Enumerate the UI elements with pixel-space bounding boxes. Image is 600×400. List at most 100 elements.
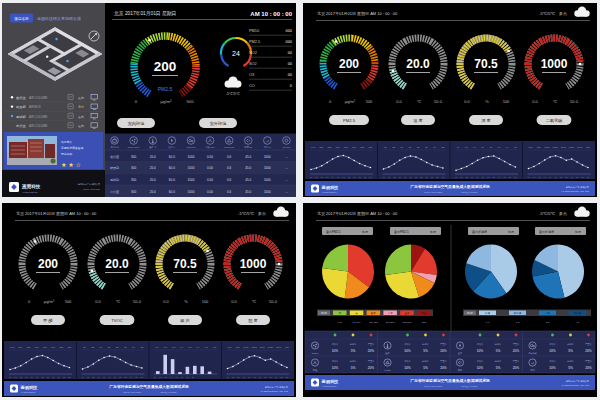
line-point: [120, 359, 122, 361]
pill-label[interactable]: 温 度: [413, 118, 423, 123]
device-status[interactable]: 在线: [78, 96, 84, 100]
cloud-icon: [225, 76, 242, 87]
gauge: 20.00.0℃50.0: [392, 38, 444, 104]
pill-label[interactable]: PM2.5: [343, 118, 356, 123]
device-type[interactable]: AIR COLUMN: [29, 115, 47, 119]
table-cell-value[interactable]: 20.0: [150, 190, 156, 194]
table-cell-value[interactable]: --: [285, 190, 287, 194]
pie-header-title[interactable]: 室外舒适度: [539, 230, 554, 234]
line-point: [25, 362, 27, 364]
table-cell-name[interactable]: 测试部: [110, 178, 119, 182]
status-dot: [587, 334, 590, 337]
table-cell-name[interactable]: 研发部: [110, 166, 119, 170]
device-name[interactable]: 会议室: [16, 96, 26, 100]
line-point: [348, 157, 350, 159]
table-row[interactable]: 办公室 300 20.0 60.0 1000 0.00 0.6 45.0 1000 --: [105, 185, 296, 197]
table-cell-value[interactable]: 1000: [188, 178, 195, 182]
device-type[interactable]: AIR COLUMN: [29, 124, 47, 128]
table-cell-value[interactable]: 0.00: [207, 166, 213, 170]
table-cell-value[interactable]: 0.6: [227, 178, 232, 182]
device-name[interactable]: 研发部: [16, 105, 26, 109]
table-cell-value[interactable]: 20.0: [150, 178, 156, 182]
table-cell-value[interactable]: 1000: [264, 166, 271, 170]
table-cell-value[interactable]: --: [285, 155, 287, 159]
stat-value: 5%: [423, 349, 428, 353]
line-point: [286, 367, 288, 369]
table-cell-value[interactable]: 1000: [264, 190, 271, 194]
table-cell-value[interactable]: 0.00: [207, 155, 213, 159]
table-cell-value[interactable]: 300: [131, 190, 136, 194]
table-cell-value[interactable]: 300: [131, 166, 136, 170]
table-cell-name[interactable]: 办公室: [110, 190, 119, 194]
chart-top-value: 900: [228, 346, 233, 349]
table-cell-value[interactable]: 300: [131, 178, 136, 182]
device-status-dot: [11, 96, 13, 98]
box: [28, 139, 44, 158]
gauge-min: 0.0: [532, 99, 538, 104]
table-cell-value[interactable]: 0.00: [207, 190, 213, 194]
table-cell-value[interactable]: 1000: [188, 190, 195, 194]
pie-header-sub[interactable]: 年报: [362, 230, 368, 234]
table-cell-value[interactable]: 20.0: [150, 155, 156, 159]
table-cell-value[interactable]: --: [285, 178, 287, 182]
table-cell-value[interactable]: 60.0: [169, 166, 175, 170]
device-name[interactable]: 测试部: [16, 115, 26, 119]
table-cell-value[interactable]: 1000: [188, 155, 195, 159]
brand-sub: YC TECHNOLOGY: [322, 191, 338, 193]
table-cell-value[interactable]: 0.6: [227, 166, 232, 170]
bar: [156, 371, 160, 374]
pie-header-sub[interactable]: 年报: [575, 230, 581, 234]
status-dot: [569, 334, 572, 337]
table-cell-value[interactable]: 45.0: [245, 166, 251, 170]
line-point: [415, 156, 417, 158]
line-point: [477, 159, 479, 161]
table-cell-value[interactable]: 60.0: [169, 178, 175, 182]
dot: [51, 159, 56, 164]
dot: [387, 346, 388, 347]
pill-label[interactable]: 室外环境: [210, 121, 228, 126]
table-cell-value[interactable]: 0.00: [207, 178, 213, 182]
gauge-indicator-dot: [34, 240, 37, 243]
table-cell-value[interactable]: 1000: [264, 178, 271, 182]
gauge-min: 0: [329, 99, 332, 104]
table-cell-value[interactable]: 60.0: [169, 190, 175, 194]
table-cell-value[interactable]: --: [285, 166, 287, 170]
device-type[interactable]: AIR BOX: [29, 105, 41, 109]
table-cell-value[interactable]: 45.0: [245, 155, 251, 159]
pill-label[interactable]: 湿 度: [481, 118, 491, 123]
gauge-arc: [323, 61, 326, 77]
table-cell-value[interactable]: 300: [131, 155, 136, 159]
pie-header-title[interactable]: 室外PM2.5: [394, 230, 409, 234]
table-cell-value[interactable]: 0.6: [227, 155, 232, 159]
table-cell-name[interactable]: 会议室: [110, 155, 119, 159]
pill-label[interactable]: 二氧化碳: [546, 118, 564, 123]
table-row[interactable]: 研发部 300 20.0 60.0 1000 0.00 0.6 45.0 1000 --: [105, 162, 296, 174]
table-cell-value[interactable]: 45.0: [245, 178, 251, 182]
table-cell-value[interactable]: 1000: [188, 166, 195, 170]
device-type[interactable]: AIR COLUMN: [29, 96, 47, 100]
pie-header-title[interactable]: 室内PM2.5: [326, 230, 341, 234]
gauge-indicator-dot: [335, 40, 338, 43]
device-status[interactable]: 在线: [78, 124, 84, 128]
gauge-min: 0.0: [163, 299, 169, 304]
bar: [200, 366, 204, 374]
pill-label[interactable]: 噪 声: [180, 318, 190, 323]
table-cell-value[interactable]: 20.0: [150, 166, 156, 170]
device-name[interactable]: 办公室: [16, 124, 26, 128]
footer-center-text: 广东省环境监测与空气质量集成大数据测试系统: [108, 384, 189, 389]
stat-value: 20%: [513, 366, 520, 370]
line-point: [528, 168, 530, 170]
pie-header-sub[interactable]: 年报: [430, 230, 436, 234]
table-cell-value[interactable]: 0.6: [227, 190, 232, 194]
stat-value: 20%: [440, 349, 447, 353]
table-cell-value[interactable]: 45.0: [245, 190, 251, 194]
device-status[interactable]: 离线: [78, 105, 84, 109]
table-cell-value[interactable]: 60.0: [169, 155, 175, 159]
gauge: 10000.0℃50.0: [528, 38, 581, 104]
pill-label[interactable]: TVOC: [111, 318, 123, 323]
pill-label[interactable]: 室内环境: [128, 121, 146, 126]
pie-header-sub[interactable]: 年报: [508, 230, 514, 234]
table-cell-value[interactable]: 1000: [264, 155, 271, 159]
pie-header-title[interactable]: 室内舒适度: [472, 230, 487, 234]
device-status[interactable]: 在线: [78, 115, 84, 119]
